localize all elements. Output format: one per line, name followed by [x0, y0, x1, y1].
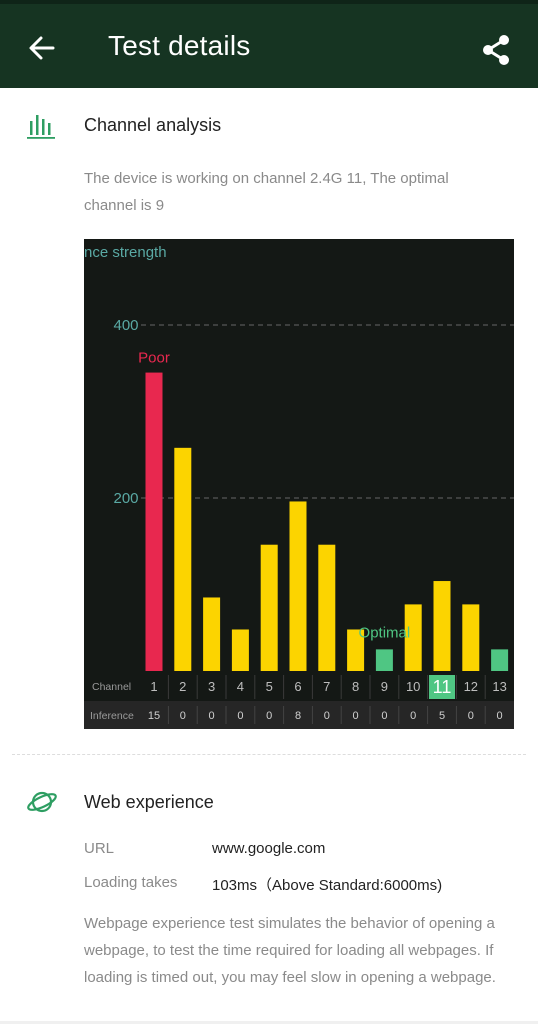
bar-channel-6	[289, 501, 307, 671]
back-button[interactable]	[22, 28, 62, 68]
arrow-left-icon	[29, 36, 55, 60]
bar-channel-5	[260, 544, 278, 671]
share-icon	[483, 35, 509, 65]
inference-value: 0	[468, 710, 474, 722]
channel-tick-label: 2	[179, 679, 186, 694]
inference-value: 0	[209, 710, 215, 722]
channel-tick-label: 13	[492, 679, 506, 694]
channel-tick-label: 11	[433, 677, 452, 697]
channel-tick-label: 4	[237, 679, 244, 694]
channel-analysis-header: Channel analysis	[0, 105, 538, 145]
inference-value: 0	[381, 710, 387, 722]
bar-chart-icon	[27, 115, 55, 139]
planet-icon	[27, 791, 57, 813]
y-tick-label: 200	[113, 490, 138, 507]
web-experience-header: Web experience	[0, 782, 538, 822]
url-value: www.google.com	[212, 840, 326, 857]
share-button[interactable]	[474, 28, 518, 72]
y-tick-label: 400	[113, 317, 138, 334]
inference-value: 0	[237, 710, 243, 722]
channel-tick-label: 9	[381, 679, 388, 694]
channel-row-label: Channel	[92, 681, 131, 693]
channel-tick-label: 8	[352, 679, 359, 694]
bar-channel-9	[375, 649, 393, 671]
bar-channel-8	[347, 629, 365, 671]
app-bar: Test details	[0, 0, 538, 88]
channel-tick-label: 5	[266, 679, 273, 694]
bar-channel-13	[491, 649, 509, 671]
channel-description: The device is working on channel 2.4G 11…	[84, 170, 449, 214]
bar-channel-1	[145, 372, 163, 671]
page-title: Test details	[108, 30, 251, 61]
bar-channel-4	[231, 629, 249, 671]
channel-tick-label: 3	[208, 679, 215, 694]
inference-value: 0	[497, 710, 503, 722]
inference-value: 8	[295, 710, 301, 722]
annotation-poor: Poor	[138, 350, 170, 367]
bar-channel-2	[174, 447, 192, 671]
loading-value: 103ms（Above Standard:6000ms)	[212, 877, 443, 894]
channel-tick-label: 7	[323, 679, 330, 694]
inference-row-background	[84, 701, 514, 729]
inference-value: 5	[439, 710, 445, 722]
channel-analysis-title: Channel analysis	[84, 115, 222, 135]
channel-tick-label: 6	[294, 679, 301, 694]
inference-row-label: Inference	[90, 710, 134, 722]
loading-label: Loading takes	[84, 874, 178, 891]
inference-value: 0	[266, 710, 272, 722]
inference-value: 0	[353, 710, 359, 722]
inference-value: 15	[148, 710, 160, 722]
web-experience-title: Web experience	[84, 792, 214, 812]
channel-tick-label: 10	[406, 679, 420, 694]
inference-value: 0	[180, 710, 186, 722]
bar-channel-10	[404, 604, 422, 671]
inference-value: 0	[410, 710, 416, 722]
bar-channel-3	[203, 597, 221, 671]
url-label: URL	[84, 840, 115, 857]
bar-channel-7	[318, 544, 336, 671]
current-channel-highlight	[429, 675, 455, 699]
bottom-edge	[0, 1021, 538, 1024]
section-divider	[12, 754, 526, 755]
y-axis-label: nce strength	[84, 244, 167, 261]
inference-value: 0	[324, 710, 330, 722]
bar-channel-12	[462, 604, 480, 671]
channel-tick-label: 1	[150, 679, 157, 694]
web-experience-description: Webpage experience test simulates the be…	[84, 915, 496, 986]
channel-tick-label: 12	[464, 679, 478, 694]
annotation-optimal: Optimal	[359, 624, 411, 641]
bar-channel-11	[433, 581, 451, 671]
channel-strength-chart: nce strength 200 400 Poor Optimal Channel 1 2 3 4…	[84, 239, 514, 729]
